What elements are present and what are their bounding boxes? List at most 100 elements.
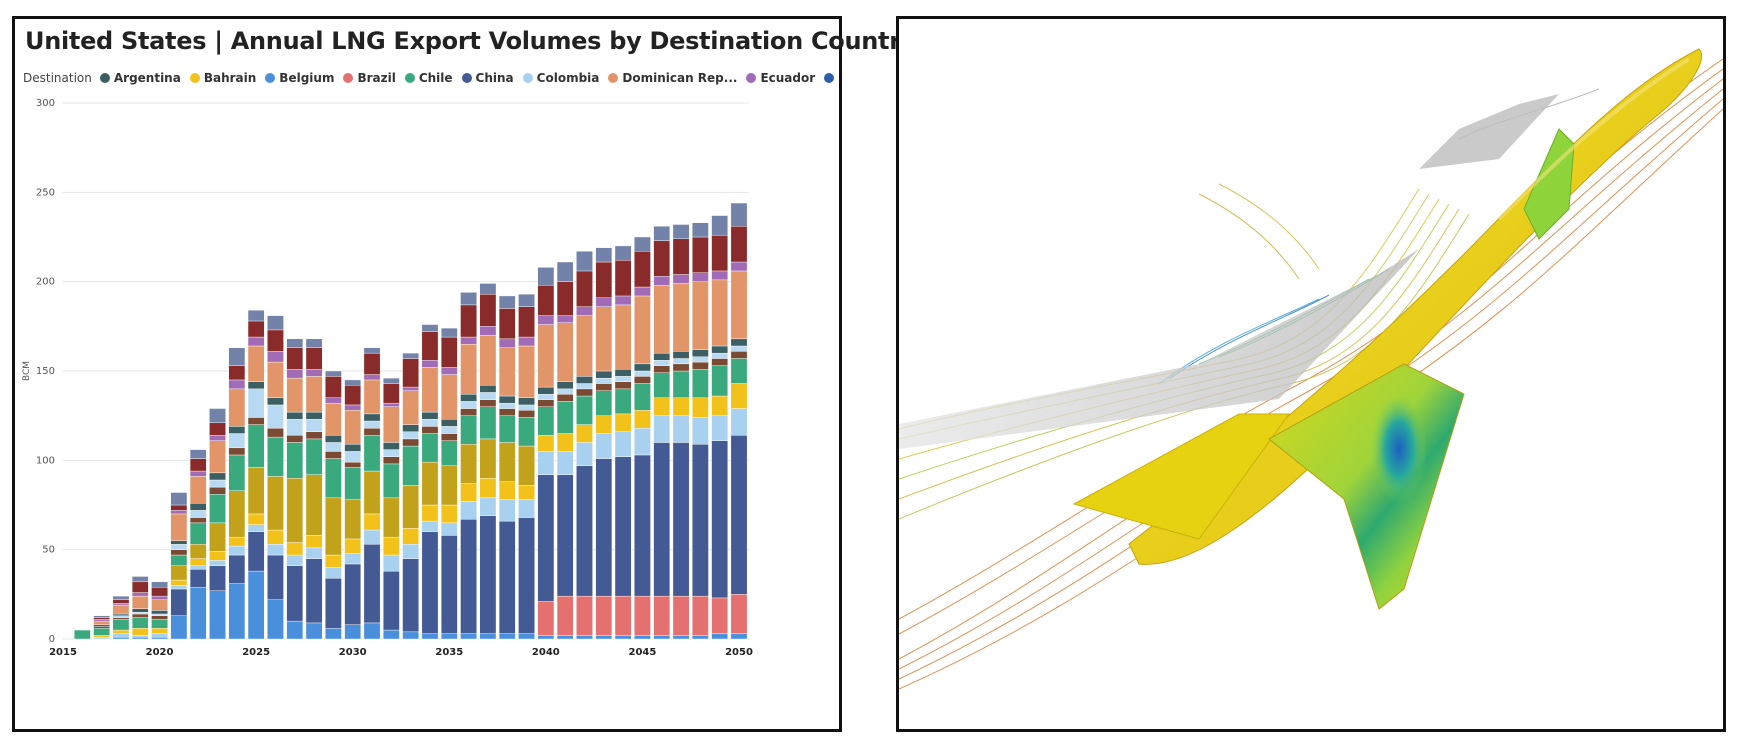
bar-segment xyxy=(131,595,149,609)
bar-segment xyxy=(286,554,304,566)
bar-segment xyxy=(711,279,728,347)
bar-segment xyxy=(228,545,246,556)
bar-segment xyxy=(170,585,188,590)
bar-segment xyxy=(672,358,690,365)
bar-segment xyxy=(692,444,709,597)
legend-item[interactable]: Argentina xyxy=(99,71,181,85)
bar-segment xyxy=(421,426,439,434)
bar-segment xyxy=(267,351,284,363)
bar-segment xyxy=(421,461,439,506)
bar-segment xyxy=(730,202,748,227)
bar-segment xyxy=(595,383,613,391)
legend-item[interactable]: Chile xyxy=(404,71,453,85)
bar-segment xyxy=(634,410,651,429)
bar-segment xyxy=(634,454,651,597)
bar-segment xyxy=(614,635,632,640)
bar-segment xyxy=(576,424,593,443)
bar-segment xyxy=(305,376,323,413)
legend-item[interactable]: Colombia xyxy=(522,71,599,85)
bar-segment xyxy=(247,381,265,390)
bar-segment xyxy=(711,235,728,272)
legend-dot xyxy=(99,73,110,83)
bar-segment xyxy=(498,633,516,640)
bar-segment xyxy=(692,397,709,418)
legend-dot xyxy=(608,73,619,83)
bar-segment xyxy=(634,236,651,252)
bar-segment xyxy=(634,286,651,297)
bar-segment xyxy=(189,565,207,570)
bar-segment xyxy=(518,345,535,398)
bar-segment xyxy=(595,390,613,416)
legend-item[interactable]: Brazil xyxy=(343,71,396,85)
bar-segment xyxy=(325,554,342,568)
bar-segment xyxy=(93,624,110,627)
bar-segment xyxy=(576,383,593,390)
bar-segment xyxy=(267,315,284,331)
bar-segment xyxy=(672,224,690,239)
bar-segment xyxy=(383,383,400,404)
canopy-band xyxy=(1497,57,1691,221)
legend-label: Dominican Rep... xyxy=(622,71,738,85)
bar-segment xyxy=(692,236,709,273)
bar-segment xyxy=(730,435,748,595)
bar-segment xyxy=(498,338,516,348)
bar-segment xyxy=(344,461,362,468)
bar-segment xyxy=(402,631,419,640)
tail-wake-surface xyxy=(1419,94,1559,169)
bar-segment xyxy=(402,386,419,391)
bar-segment xyxy=(672,238,690,275)
bar-segment xyxy=(363,374,381,381)
legend-dot xyxy=(265,73,276,83)
bar-segment xyxy=(325,402,342,436)
bar-segment xyxy=(711,395,728,416)
bar-segment xyxy=(730,408,748,436)
bar-segment xyxy=(228,365,246,381)
bar-segment xyxy=(518,336,535,347)
bar-segment xyxy=(151,633,168,638)
bar-segment xyxy=(421,360,439,368)
bar-segment xyxy=(305,431,323,440)
bar-segment xyxy=(151,581,168,588)
legend-item[interactable]: Dominican Rep... xyxy=(608,71,737,85)
bar-segment xyxy=(247,570,265,640)
legend-item[interactable]: Estonia xyxy=(824,71,835,85)
bar-segment xyxy=(189,522,207,545)
legend-label: Argentina xyxy=(113,71,181,85)
bar-segment xyxy=(440,465,458,506)
legend-item[interactable]: Belgium xyxy=(265,71,334,85)
bar-segment xyxy=(344,467,362,500)
bar-segment xyxy=(267,436,284,477)
bar-segment xyxy=(131,613,149,618)
legend-item[interactable]: China xyxy=(461,71,514,85)
bar-segment xyxy=(595,261,613,298)
bar-segment xyxy=(383,554,400,572)
bar-segment xyxy=(325,435,342,443)
bar-segment xyxy=(305,474,323,536)
bar-segment xyxy=(634,595,651,636)
bar-segment xyxy=(595,370,613,379)
legend-item[interactable]: Bahrain xyxy=(189,71,256,85)
bar-segment xyxy=(556,394,574,402)
bar-segment xyxy=(479,438,497,479)
bar-segment xyxy=(479,385,497,393)
bar-segment xyxy=(518,404,535,411)
bar-segment xyxy=(267,529,284,545)
bar-segment xyxy=(247,417,265,425)
bar-segment xyxy=(730,261,748,272)
bar-segment xyxy=(537,267,555,286)
bar-segment xyxy=(479,497,497,516)
bar-segment xyxy=(421,419,439,427)
bar-segment xyxy=(344,379,362,386)
legend-label: Chile xyxy=(418,71,453,85)
bar-segment xyxy=(325,376,342,398)
bar-segment xyxy=(518,633,535,640)
bar-segment xyxy=(576,376,593,384)
legend-item[interactable]: Ecuador xyxy=(746,71,815,85)
bar-segment xyxy=(730,383,748,409)
bar-segment xyxy=(402,390,419,425)
x-tick-label: 2025 xyxy=(242,647,270,658)
bar-segment xyxy=(305,338,323,348)
bar-segment xyxy=(209,565,226,591)
bar-segment xyxy=(556,474,574,597)
bar-segment xyxy=(209,590,226,640)
